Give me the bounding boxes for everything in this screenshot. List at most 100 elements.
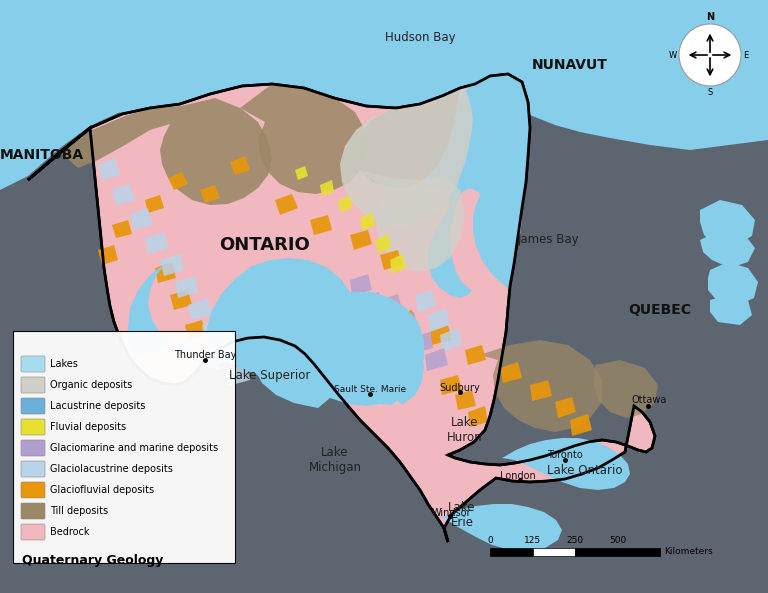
Polygon shape xyxy=(0,0,768,190)
Polygon shape xyxy=(202,318,226,341)
Polygon shape xyxy=(168,172,188,190)
Polygon shape xyxy=(455,390,476,410)
Polygon shape xyxy=(340,84,475,228)
Polygon shape xyxy=(200,185,220,203)
Polygon shape xyxy=(252,312,340,408)
Polygon shape xyxy=(320,180,334,196)
Text: Lakes: Lakes xyxy=(50,359,78,369)
Polygon shape xyxy=(440,375,462,395)
Polygon shape xyxy=(375,234,391,253)
Polygon shape xyxy=(350,230,372,250)
Polygon shape xyxy=(145,195,164,213)
Polygon shape xyxy=(360,292,382,315)
Polygon shape xyxy=(410,332,433,354)
Text: 500: 500 xyxy=(609,536,626,545)
Text: 250: 250 xyxy=(567,536,584,545)
Polygon shape xyxy=(360,213,375,230)
Polygon shape xyxy=(225,362,250,386)
Polygon shape xyxy=(188,298,212,320)
Polygon shape xyxy=(298,292,424,406)
Text: Glaciomarine and marine deposits: Glaciomarine and marine deposits xyxy=(50,443,218,453)
FancyBboxPatch shape xyxy=(21,482,45,498)
Text: 125: 125 xyxy=(524,536,541,545)
Polygon shape xyxy=(112,220,132,238)
Polygon shape xyxy=(60,98,272,205)
Text: Bedrock: Bedrock xyxy=(50,527,90,537)
Text: QUEBEC: QUEBEC xyxy=(628,303,691,317)
Polygon shape xyxy=(710,295,752,325)
Polygon shape xyxy=(112,184,135,205)
Polygon shape xyxy=(28,74,655,542)
Bar xyxy=(617,548,660,556)
Text: Sudbury: Sudbury xyxy=(439,383,480,393)
Polygon shape xyxy=(418,74,530,298)
Polygon shape xyxy=(468,75,530,285)
Polygon shape xyxy=(430,325,452,345)
Text: Glaciolacustrine deposits: Glaciolacustrine deposits xyxy=(50,464,173,474)
Polygon shape xyxy=(185,320,206,340)
Polygon shape xyxy=(145,232,168,254)
FancyBboxPatch shape xyxy=(21,461,45,477)
Text: Lake Ontario: Lake Ontario xyxy=(548,464,623,477)
FancyBboxPatch shape xyxy=(21,524,45,540)
Polygon shape xyxy=(290,332,314,354)
Polygon shape xyxy=(690,0,768,110)
Polygon shape xyxy=(275,312,298,334)
Text: 0: 0 xyxy=(487,536,493,545)
Polygon shape xyxy=(466,76,530,290)
FancyBboxPatch shape xyxy=(21,398,45,414)
FancyBboxPatch shape xyxy=(21,503,45,519)
Polygon shape xyxy=(555,397,576,418)
Polygon shape xyxy=(215,340,240,364)
FancyBboxPatch shape xyxy=(21,419,45,435)
Polygon shape xyxy=(425,348,448,371)
Text: W: W xyxy=(669,50,677,59)
Circle shape xyxy=(679,24,741,86)
Polygon shape xyxy=(500,362,522,383)
Polygon shape xyxy=(480,340,602,432)
Polygon shape xyxy=(128,258,356,381)
Polygon shape xyxy=(230,156,250,175)
Polygon shape xyxy=(368,328,424,405)
Bar xyxy=(575,548,617,556)
Text: Glaciofluvial deposits: Glaciofluvial deposits xyxy=(50,485,154,495)
Text: Till deposits: Till deposits xyxy=(50,506,108,516)
Polygon shape xyxy=(350,274,372,296)
Bar xyxy=(532,548,575,556)
Text: James Bay: James Bay xyxy=(517,234,579,247)
Text: Ottawa: Ottawa xyxy=(631,395,667,405)
Polygon shape xyxy=(708,262,758,305)
Polygon shape xyxy=(502,438,630,490)
Polygon shape xyxy=(570,414,592,436)
FancyBboxPatch shape xyxy=(21,377,45,393)
Polygon shape xyxy=(200,342,222,363)
Polygon shape xyxy=(295,265,316,285)
Polygon shape xyxy=(170,290,192,310)
Polygon shape xyxy=(360,295,382,315)
Polygon shape xyxy=(90,0,690,130)
Polygon shape xyxy=(98,245,118,265)
Polygon shape xyxy=(160,254,184,276)
Text: Lake Superior: Lake Superior xyxy=(230,368,311,381)
Text: Lake
Huron: Lake Huron xyxy=(447,416,483,444)
Polygon shape xyxy=(260,294,282,316)
Polygon shape xyxy=(395,310,416,330)
Polygon shape xyxy=(390,254,406,274)
Text: NUNAVUT: NUNAVUT xyxy=(532,58,608,72)
Text: Sault Ste. Marie: Sault Ste. Marie xyxy=(334,385,406,394)
Polygon shape xyxy=(305,352,328,374)
FancyBboxPatch shape xyxy=(13,331,235,563)
FancyBboxPatch shape xyxy=(21,356,45,372)
Text: Quaternary Geology: Quaternary Geology xyxy=(22,554,164,567)
Polygon shape xyxy=(530,380,552,401)
Polygon shape xyxy=(356,88,460,188)
Text: Lake
Erie: Lake Erie xyxy=(449,501,475,529)
Polygon shape xyxy=(360,170,465,272)
Polygon shape xyxy=(325,280,346,300)
Polygon shape xyxy=(428,308,450,332)
Polygon shape xyxy=(155,262,176,283)
Bar xyxy=(490,548,532,556)
Text: Hudson Bay: Hudson Bay xyxy=(385,31,455,44)
Polygon shape xyxy=(415,290,436,312)
Polygon shape xyxy=(440,504,562,552)
